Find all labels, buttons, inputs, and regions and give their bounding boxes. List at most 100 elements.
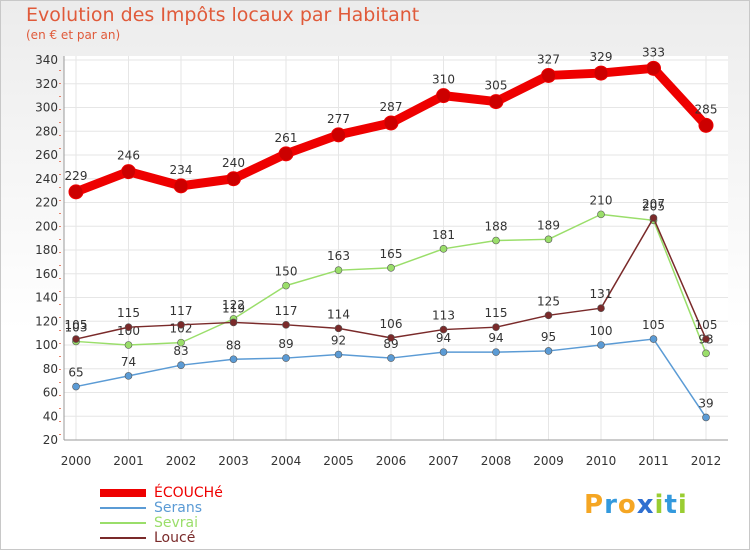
data-point (492, 348, 500, 356)
y-tick-label: 240 (35, 172, 58, 186)
data-label: 165 (380, 247, 403, 261)
data-point (282, 281, 290, 290)
data-point (124, 372, 133, 380)
legend-label: Serans (154, 500, 203, 516)
legend-label: ÉCOUCHé (154, 485, 223, 501)
data-point (488, 94, 504, 110)
data-point (334, 266, 343, 274)
data-point (177, 321, 185, 329)
y-tick-label: 300 (35, 101, 58, 115)
chart-title: Evolution des Impôts locaux par Habitant (26, 4, 420, 26)
y-tick-label: 100 (35, 338, 58, 352)
y-tick-label: 180 (35, 243, 58, 257)
data-label: 89 (278, 337, 293, 351)
data-label: 181 (432, 228, 455, 242)
logo-letter: P (584, 490, 605, 520)
y-tick-label: 80 (43, 362, 58, 376)
data-label: 39 (698, 396, 713, 410)
data-point (544, 311, 553, 320)
data-point (593, 65, 609, 81)
data-point (72, 382, 80, 391)
data-point (649, 335, 658, 343)
x-tick-label: 2005 (323, 454, 354, 468)
x-tick-label: 2012 (691, 454, 722, 468)
data-label: 205 (642, 199, 665, 213)
data-label: 189 (537, 218, 560, 232)
data-label: 105 (65, 318, 88, 332)
data-label: 115 (485, 306, 508, 320)
data-point (387, 264, 395, 272)
data-label: 150 (275, 265, 298, 279)
data-point (282, 321, 290, 329)
data-point (383, 115, 399, 131)
y-tick-label: 200 (35, 219, 58, 233)
data-point (334, 324, 343, 333)
data-point (387, 354, 395, 362)
data-point (702, 413, 710, 422)
data-point (68, 184, 84, 200)
data-label: 113 (432, 309, 455, 323)
x-tick-label: 2010 (586, 454, 617, 468)
data-label: 188 (485, 220, 508, 234)
data-label: 261 (275, 131, 298, 145)
x-tick-label: 2011 (638, 454, 669, 468)
data-point (229, 355, 238, 364)
data-label: 122 (222, 298, 245, 312)
legend-label: Sevrai (154, 515, 199, 531)
y-tick-label: 20 (43, 433, 58, 447)
y-tick-label: 60 (43, 386, 58, 400)
data-label: 246 (117, 149, 140, 163)
data-point (597, 341, 605, 349)
data-point (544, 347, 553, 355)
y-tick-label: 140 (35, 291, 58, 305)
data-label: 115 (117, 306, 140, 320)
data-label: 92 (331, 334, 346, 348)
logo-letter: r (604, 490, 618, 520)
data-point (544, 235, 553, 244)
data-point (492, 323, 500, 331)
data-point (173, 178, 189, 194)
legend-swatch (100, 537, 146, 539)
x-tick-label: 2006 (376, 454, 407, 468)
data-label: 114 (327, 307, 350, 321)
logo-letter: t (664, 490, 678, 520)
legend-label: Loucé (154, 530, 196, 546)
data-point (436, 88, 451, 104)
data-label: 88 (226, 338, 241, 352)
data-point (387, 334, 395, 342)
data-point (597, 304, 605, 312)
x-tick-label: 2008 (481, 454, 512, 468)
y-tick-label: 220 (35, 196, 58, 210)
data-point (702, 335, 710, 343)
data-label: 234 (170, 163, 193, 177)
data-point (439, 325, 448, 334)
data-label: 103 (65, 320, 88, 334)
data-point (649, 214, 658, 222)
data-point (597, 210, 605, 219)
data-label: 277 (327, 112, 350, 126)
x-tick-label: 2001 (113, 454, 144, 468)
x-tick-label: 2000 (61, 454, 92, 468)
data-point (72, 335, 80, 343)
data-label: 207 (642, 197, 665, 211)
data-label: 310 (432, 73, 455, 87)
data-point (229, 318, 238, 327)
data-label: 100 (590, 324, 613, 338)
y-tick-label: 280 (35, 124, 58, 138)
data-label: 106 (380, 317, 403, 331)
logo-letter: x (636, 490, 655, 520)
data-label: 285 (695, 102, 718, 116)
data-label: 74 (121, 355, 136, 369)
x-tick-label: 2003 (218, 454, 249, 468)
data-point (331, 127, 346, 143)
data-label: 305 (485, 79, 508, 93)
data-label: 333 (642, 45, 665, 59)
y-tick-label: 40 (43, 409, 58, 423)
data-point (646, 60, 661, 76)
data-point (121, 164, 136, 180)
legend-swatch (100, 507, 146, 509)
proxiti-logo: Proxiti (584, 490, 688, 520)
chart-subtitle: (en € et par an) (26, 28, 121, 42)
y-tick-label: 160 (35, 267, 58, 281)
y-tick-label: 260 (35, 148, 58, 162)
